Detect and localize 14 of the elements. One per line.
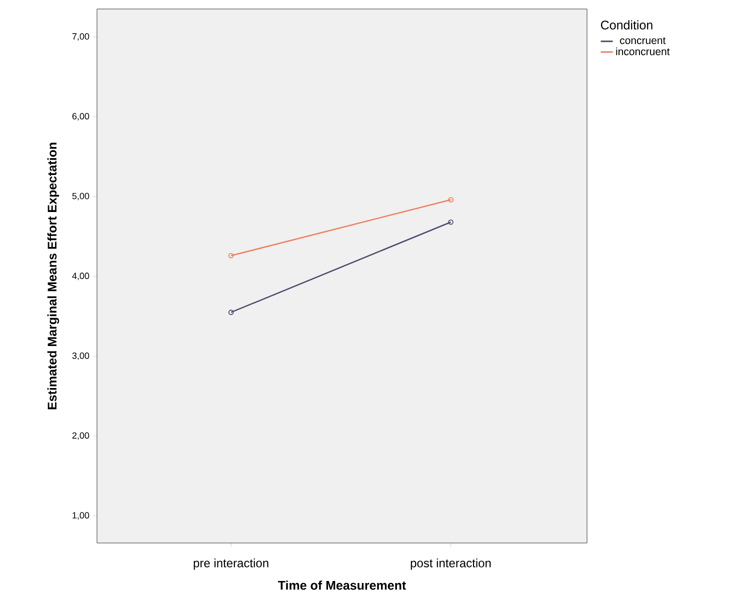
y-tick-label: 4,00 [72, 272, 90, 280]
y-tick-label: 1,00 [72, 512, 90, 520]
y-tick-label: 3,00 [72, 352, 90, 360]
legend-title: Condition [600, 20, 652, 30]
x-axis-title: Time of Measurement [278, 580, 406, 590]
y-tick-label: 5,00 [72, 192, 90, 200]
y-axis-title: Estimated Marginal Means Effort Expectation [47, 142, 60, 410]
legend-label: concruent [620, 37, 666, 44]
y-tick-label: 6,00 [72, 113, 90, 120]
legend-label: inconcruent [616, 47, 670, 56]
y-tick-label: 7,00 [72, 33, 90, 41]
y-tick-label: 2,00 [72, 432, 90, 440]
x-tick-label: pre interaction [194, 558, 268, 570]
x-tick-label: post interaction [410, 558, 491, 570]
